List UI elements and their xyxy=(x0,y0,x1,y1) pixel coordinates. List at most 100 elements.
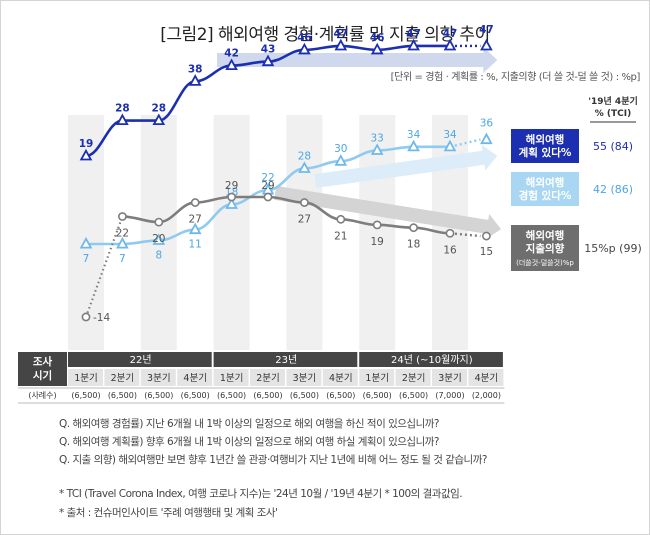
year-header: 23년 xyxy=(275,354,297,366)
data-label-plan: 47 xyxy=(479,24,494,36)
quarter-cell-bg xyxy=(286,369,322,386)
series-box-experience xyxy=(511,172,579,206)
data-label-spending: 15 xyxy=(480,246,493,258)
point-experience xyxy=(188,222,202,235)
sample-header: (사례수) xyxy=(28,390,56,400)
data-label-spending: 27 xyxy=(189,214,202,226)
data-label-plan: 43 xyxy=(261,44,276,56)
note-tci: * TCI (Travel Corona Index, 여행 코로나 지수)는 … xyxy=(59,488,463,500)
data-label-experience: 33 xyxy=(371,132,384,144)
sample-size: (6,500) xyxy=(71,391,100,400)
year-header-bg xyxy=(213,352,358,367)
trend-arrow-plan xyxy=(217,47,498,73)
sample-size: (2,000) xyxy=(472,391,501,400)
quarter-label: 2분기 xyxy=(256,373,280,384)
point-experience xyxy=(225,197,238,209)
point-plan xyxy=(79,148,93,161)
quarter-label: 4분기 xyxy=(329,373,353,384)
year-header-bg xyxy=(359,352,503,367)
point-spending xyxy=(445,228,455,238)
quarter-cell-bg xyxy=(104,369,140,386)
point-plan xyxy=(152,113,166,126)
quarter-label: 4분기 xyxy=(183,373,207,384)
quarter-label: 1분기 xyxy=(220,373,244,384)
sample-size: (6,500) xyxy=(290,391,319,400)
series-label-spending: 해외여행 xyxy=(526,229,565,242)
line-spending xyxy=(122,195,451,235)
point-plan xyxy=(480,38,493,51)
series-label-plan: 해외여행 xyxy=(526,133,565,146)
year-header: 24년 (~10월까지) xyxy=(391,354,473,366)
sample-size: (6,500) xyxy=(144,391,173,400)
note-source: * 출처 : 컨슈머인사이트 '주례 여행행태 및 계획 조사' xyxy=(59,507,278,519)
point-spending xyxy=(227,192,236,202)
point-plan xyxy=(407,38,420,51)
line-spending-projected xyxy=(449,232,481,238)
series-label-experience: 경험 있다% xyxy=(519,189,572,202)
band-2 xyxy=(140,115,177,350)
data-label-plan: 47 xyxy=(333,28,348,40)
baseline-value-spending: 15%p (99) xyxy=(584,242,642,255)
sample-size: (6,500) xyxy=(181,391,210,400)
point-plan xyxy=(261,54,275,67)
question-plan: Q. 해외여행 계획률) 향후 6개월 내 1박 이상의 일정으로 해외 여행 … xyxy=(59,436,439,448)
point-spending xyxy=(118,212,127,221)
data-label-experience: 34 xyxy=(407,129,421,141)
quarter-label: 2분기 xyxy=(402,373,426,384)
point-spending xyxy=(372,220,382,230)
quarter-label: 3분기 xyxy=(147,373,171,384)
quarter-label: 1분기 xyxy=(365,373,389,384)
data-label-experience: 30 xyxy=(334,143,347,155)
data-label-plan: 46 xyxy=(370,32,385,44)
series-label-plan: 계획 있다% xyxy=(519,146,572,159)
point-experience xyxy=(79,236,93,249)
data-label-plan: 38 xyxy=(188,63,203,75)
quarter-label: 1분기 xyxy=(74,373,98,384)
quarter-cell-bg xyxy=(140,369,176,386)
quarter-cell-bg xyxy=(213,369,249,386)
band-4 xyxy=(213,115,250,350)
point-experience xyxy=(370,143,384,155)
series-label-experience: 해외여행 xyxy=(526,176,565,189)
axis-row-header-bg xyxy=(18,352,67,386)
point-experience xyxy=(116,236,129,249)
data-label-experience: 34 xyxy=(443,129,457,141)
quarter-label: 4분기 xyxy=(475,373,499,384)
sample-size: (6,500) xyxy=(108,391,137,400)
data-label-spending: -14 xyxy=(93,312,110,324)
data-label-spending: 29 xyxy=(261,180,274,192)
point-experience xyxy=(443,139,457,152)
point-experience xyxy=(298,161,311,173)
point-experience xyxy=(334,154,348,166)
quarter-cell-bg xyxy=(359,369,395,386)
sample-size: (7,000) xyxy=(435,391,464,400)
data-label-plan: 19 xyxy=(79,138,94,150)
axis-row-header: 시기 xyxy=(33,369,52,382)
data-label-plan: 28 xyxy=(151,103,166,115)
sample-size: (6,500) xyxy=(217,391,246,400)
chart-title: [그림2] 해외여행 경험·계획률 및 지출 의향 추이 xyxy=(160,25,490,45)
quarter-label: 3분기 xyxy=(293,373,317,384)
data-label-experience: 11 xyxy=(189,239,202,251)
question-spending: Q. 지출 의향) 해외여행만 보면 향후 1년간 쓸 관광·여행비가 지난 1… xyxy=(59,454,487,466)
data-label-plan: 47 xyxy=(443,28,458,40)
data-label-plan: 46 xyxy=(297,32,312,44)
point-experience xyxy=(152,233,166,245)
point-spending xyxy=(81,312,91,322)
data-label-spending: 21 xyxy=(334,230,347,242)
quarter-cell-bg xyxy=(177,369,213,386)
series-box-plan xyxy=(511,129,579,163)
series-label-spending: 지출의향 xyxy=(526,242,565,255)
point-experience xyxy=(480,132,493,145)
series-box-spending xyxy=(511,225,579,271)
data-label-experience: 36 xyxy=(480,118,494,130)
year-header: 22년 xyxy=(130,354,152,366)
data-label-spending: 19 xyxy=(371,236,384,248)
point-spending xyxy=(154,217,164,227)
baseline-value-experience: 42 (86) xyxy=(593,183,633,196)
data-label-spending: 27 xyxy=(298,214,311,226)
question-experience: Q. 해외여행 경험률) 지난 6개월 내 1박 이상의 일정으로 해외 여행을… xyxy=(59,418,439,430)
data-label-spending: 22 xyxy=(116,228,129,240)
quarter-cell-bg xyxy=(250,369,285,386)
year-header-bg xyxy=(68,352,212,367)
